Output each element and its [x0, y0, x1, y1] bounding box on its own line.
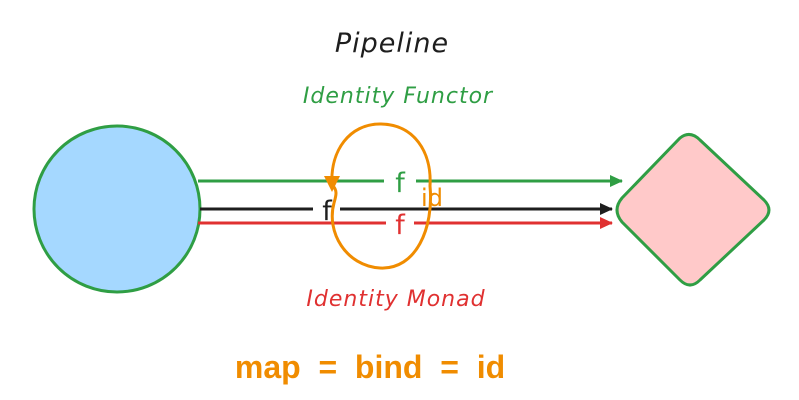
diagram-title: Pipeline	[335, 28, 449, 59]
plain-edge-label: f	[322, 196, 333, 227]
monad-label: Identity Monad	[306, 287, 485, 312]
monad-edge-label: f	[395, 210, 406, 241]
identity-loop	[330, 122, 433, 270]
functor-edge-label: f	[395, 168, 406, 199]
identity-loop-label: id	[421, 184, 443, 212]
formula-text: map = bind = id	[235, 349, 505, 385]
source-circle-node	[32, 124, 202, 294]
identity-loop-arrowhead	[324, 176, 340, 192]
functor-label: Identity Functor	[303, 84, 494, 109]
target-diamond-node	[615, 133, 771, 287]
